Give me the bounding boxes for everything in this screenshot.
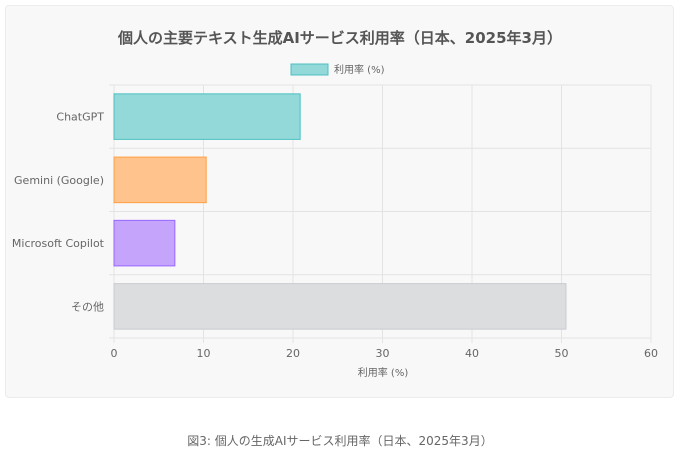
bars <box>113 93 567 330</box>
y-tick-labels: ChatGPT Gemini (Google) Microsoft Copilot そ… <box>12 111 105 314</box>
x-tick-label: 0 <box>111 347 118 360</box>
bar-3[interactable] <box>113 283 567 330</box>
chart-title: 個人の主要テキスト生成AIサービス利用率（日本、2025年3月） <box>118 29 562 47</box>
y-tick-label: Gemini (Google) <box>14 174 104 187</box>
bar-2[interactable] <box>113 219 176 267</box>
x-tick-labels: 0 10 20 30 40 50 60 <box>111 347 659 360</box>
y-tick-label: ChatGPT <box>56 111 104 124</box>
x-tick-label: 50 <box>555 347 569 360</box>
legend: 利用率 (%) <box>290 63 385 76</box>
x-tick-label: 20 <box>286 347 300 360</box>
bar-1[interactable] <box>113 156 207 204</box>
figure-caption: 図3: 個人の生成AIサービス利用率（日本、2025年3月） <box>187 434 493 448</box>
x-tick-label: 10 <box>197 347 211 360</box>
x-axis-title: 利用率 (%) <box>358 366 409 379</box>
y-tick-label: Microsoft Copilot <box>12 237 105 250</box>
x-tick-label: 40 <box>465 347 479 360</box>
bar-0[interactable] <box>113 93 301 140</box>
y-tick-label: その他 <box>71 300 104 313</box>
legend-swatch[interactable] <box>290 63 329 76</box>
x-tick-label: 60 <box>644 347 658 360</box>
legend-label: 利用率 (%) <box>334 63 385 76</box>
x-tick-label: 30 <box>376 347 390 360</box>
grid-lines <box>109 84 652 343</box>
